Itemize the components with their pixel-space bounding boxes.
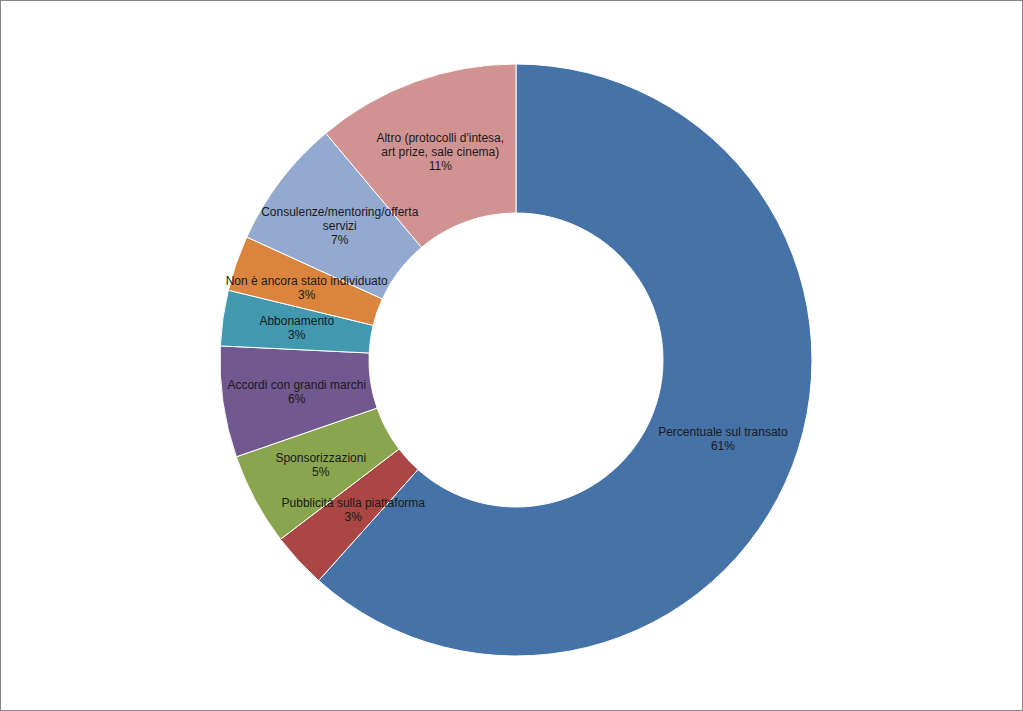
svg-text:Percentuale sul transato61%: Percentuale sul transato61% [658,425,788,453]
svg-text:Abbonamento3%: Abbonamento3% [259,314,334,342]
svg-text:Altro (protocolli d'intesa,art: Altro (protocolli d'intesa,art prize, sa… [376,131,504,173]
svg-text:Sponsorizzazioni5%: Sponsorizzazioni5% [275,451,366,479]
svg-text:Accordi con grandi marchi6%: Accordi con grandi marchi6% [227,378,366,406]
svg-text:Consulenze/mentoring/offertase: Consulenze/mentoring/offertaservizi7% [261,205,419,247]
svg-text:Pubblicità sulla piattaforma3%: Pubblicità sulla piattaforma3% [282,496,426,524]
svg-text:Non è ancora stato individuato: Non è ancora stato individuato3% [226,274,388,302]
